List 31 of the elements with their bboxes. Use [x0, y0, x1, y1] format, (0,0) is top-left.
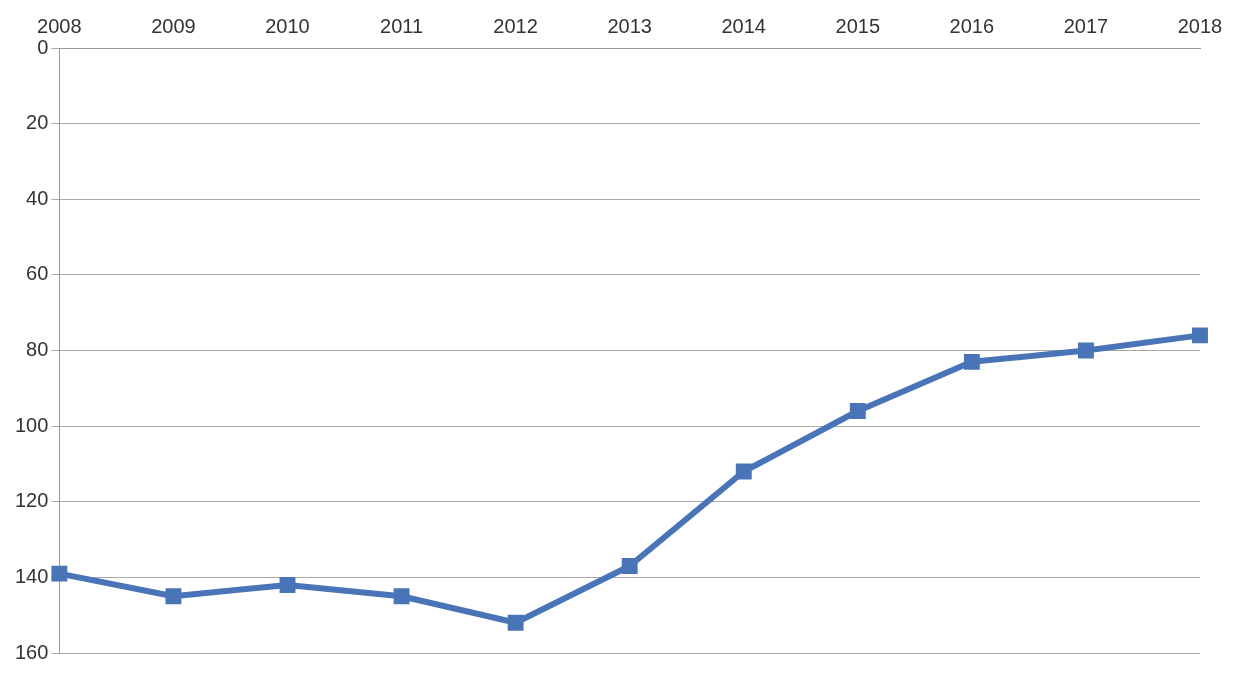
- y-tick-label: 0: [37, 35, 49, 58]
- x-tick-label: 2016: [949, 14, 995, 37]
- point: [507, 614, 524, 631]
- point: [51, 565, 68, 582]
- x-tick-label: 2012: [493, 14, 538, 37]
- y-tick-label: 60: [26, 262, 49, 285]
- x-tick-label: 2017: [1063, 14, 1109, 37]
- y-tick-label: 160: [14, 640, 49, 663]
- x-tick-label: 2018: [1177, 14, 1223, 37]
- y-tick-label: 120: [14, 489, 49, 512]
- point: [393, 588, 410, 605]
- x-tick-label: 2014: [721, 14, 766, 37]
- x-tick-label: 2008: [37, 14, 82, 37]
- point: [963, 353, 980, 370]
- point: [1077, 342, 1094, 359]
- point: [735, 463, 752, 480]
- x-tick-label: 2013: [607, 14, 652, 37]
- point: [849, 403, 866, 419]
- y-tick-label: 140: [14, 564, 49, 587]
- y-tick-label: 100: [14, 413, 49, 436]
- point: [621, 558, 638, 574]
- x-tick-label: 2011: [380, 14, 424, 37]
- x-tick-label: 2010: [265, 14, 310, 37]
- x-tick-label: 2015: [835, 14, 881, 37]
- y-tick-label: 40: [26, 186, 49, 209]
- point: [279, 576, 296, 593]
- point: [165, 588, 182, 605]
- x-tick-label: 2009: [151, 14, 196, 37]
- y-tick-label: 80: [26, 338, 49, 361]
- y-tick-label: 20: [26, 111, 49, 134]
- point: [1192, 327, 1208, 344]
